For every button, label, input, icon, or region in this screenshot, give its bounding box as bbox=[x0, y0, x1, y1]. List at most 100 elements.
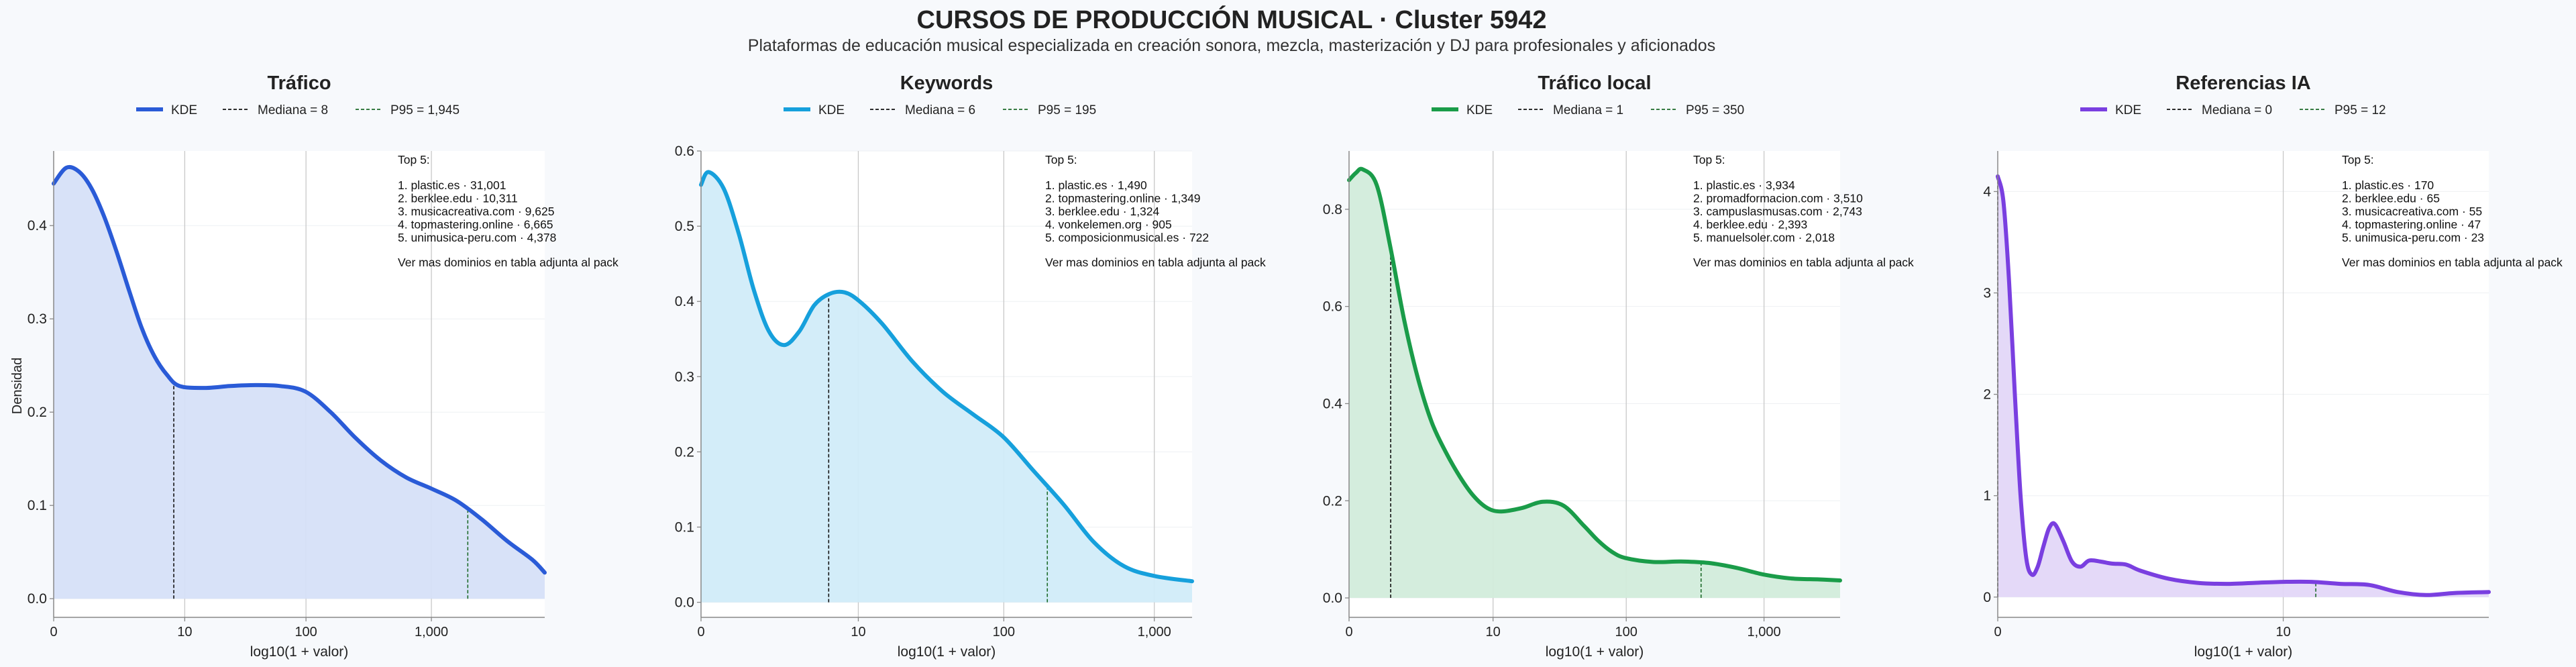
top5-item: 1. plastic.es · 3,934 bbox=[1693, 178, 1795, 192]
legend-median-label: Mediana = 8 bbox=[258, 103, 328, 117]
legend-p95-label: P95 = 1,945 bbox=[390, 103, 460, 117]
top5-item: 1. plastic.es · 170 bbox=[2342, 178, 2434, 192]
y-tick-label: 0.2 bbox=[675, 444, 694, 460]
x-tick-label: 1,000 bbox=[415, 625, 448, 639]
kde-line bbox=[1996, 174, 2491, 597]
x-axis-label: log10(1 + valor) bbox=[898, 644, 996, 660]
y-tick-label: 4 bbox=[1983, 184, 1991, 199]
x-tick-label: 10 bbox=[177, 625, 192, 639]
y-tick-label: 0.3 bbox=[675, 369, 694, 384]
top5-item: 3. musicacreativa.com · 55 bbox=[2342, 205, 2482, 218]
top5-item: 2. promadformacion.com · 3,510 bbox=[1693, 192, 1863, 205]
y-tick-label: 0.5 bbox=[675, 219, 694, 234]
top5-item: 3. campuslasmusas.com · 2,743 bbox=[1693, 205, 1862, 218]
top5-header: Top 5: bbox=[1045, 153, 1077, 166]
panel-title: Referencias IA bbox=[2176, 72, 2311, 94]
y-tick-label: 0.6 bbox=[1323, 299, 1342, 315]
top5-item: 4. berklee.edu · 2,393 bbox=[1693, 218, 1807, 232]
y-tick-label: 0.6 bbox=[675, 144, 694, 159]
top5-footer: Ver mas dominios en tabla adjunta al pac… bbox=[1045, 256, 1266, 269]
top5-item: 4. topmastering.online · 47 bbox=[2342, 218, 2481, 232]
figure-title: CURSOS DE PRODUCCIÓN MUSICAL · Cluster 5… bbox=[917, 5, 1547, 34]
y-tick-label: 2 bbox=[1983, 387, 1991, 403]
x-tick-label: 10 bbox=[1486, 625, 1501, 639]
x-tick-label: 100 bbox=[294, 625, 317, 639]
x-axis-label: log10(1 + valor) bbox=[2194, 644, 2293, 660]
top5-header: Top 5: bbox=[398, 153, 430, 166]
top5-item: 5. manuelsoler.com · 2,018 bbox=[1693, 231, 1835, 244]
legend: KDE Mediana = 0 P95 = 12 bbox=[2080, 103, 2386, 117]
top5-footer: Ver mas dominios en tabla adjunta al pac… bbox=[2342, 256, 2563, 269]
top5-item: 4. vonkelemen.org · 905 bbox=[1045, 218, 1172, 232]
y-tick-label: 1 bbox=[1983, 489, 1991, 504]
y-tick-label: 0.0 bbox=[1323, 591, 1342, 606]
legend-kde-label: KDE bbox=[1466, 103, 1493, 117]
y-tick-label: 0 bbox=[1983, 590, 1991, 605]
panel-title: Tráfico local bbox=[1538, 72, 1651, 94]
x-tick-label: 100 bbox=[993, 625, 1015, 639]
legend-kde-label: KDE bbox=[2115, 103, 2141, 117]
y-tick-label: 0.0 bbox=[675, 595, 694, 611]
y-tick-label: 0.2 bbox=[1323, 493, 1342, 509]
y-tick-label: 0.0 bbox=[28, 591, 47, 607]
top5-item: 4. topmastering.online · 6,665 bbox=[398, 218, 553, 232]
x-tick-label: 10 bbox=[851, 625, 865, 639]
chart-panel: 0 1 2 3 4 0 10 log10(1 + valor) Referencias IA KD… bbox=[1983, 72, 2563, 660]
top5-item: 5. composicionmusical.es · 722 bbox=[1045, 231, 1209, 244]
figure-subtitle: Plataformas de educación musical especia… bbox=[748, 36, 1715, 55]
x-tick-label: 0 bbox=[50, 625, 57, 639]
chart-panel: 0.0 0.2 0.4 0.6 0.8 0 10 100 1,000 log10(1 + valo… bbox=[1323, 72, 1914, 660]
legend-median-label: Mediana = 0 bbox=[2202, 103, 2272, 117]
top5-item: 5. unimusica-peru.com · 23 bbox=[2342, 231, 2484, 244]
kde-area bbox=[54, 166, 545, 599]
y-tick-label: 3 bbox=[1983, 286, 1991, 301]
chart-panel: 0.0 0.1 0.2 0.3 0.4 0 10 100 1,000 log10(1 + valo… bbox=[28, 72, 619, 660]
x-tick-label: 0 bbox=[697, 625, 704, 639]
legend-median-label: Mediana = 6 bbox=[905, 103, 975, 117]
x-tick-label: 0 bbox=[1994, 625, 2001, 639]
top5-item: 3. berklee.edu · 1,324 bbox=[1045, 205, 1160, 218]
panel-title: Tráfico bbox=[267, 72, 331, 94]
top5-item: 2. topmastering.online · 1,349 bbox=[1045, 192, 1201, 205]
y-axis-label: Densidad bbox=[10, 358, 25, 415]
kde-area bbox=[1998, 176, 2489, 597]
panel-title: Keywords bbox=[900, 72, 994, 94]
top5-item: 5. unimusica-peru.com · 4,378 bbox=[398, 231, 556, 244]
legend-p95-label: P95 = 195 bbox=[1038, 103, 1096, 117]
kde-line bbox=[1347, 166, 1842, 582]
top5-item: 1. plastic.es · 31,001 bbox=[398, 178, 506, 192]
legend-kde-label: KDE bbox=[818, 103, 845, 117]
x-tick-label: 0 bbox=[1345, 625, 1352, 639]
top5-footer: Ver mas dominios en tabla adjunta al pac… bbox=[398, 256, 619, 269]
y-tick-label: 0.4 bbox=[1323, 396, 1343, 411]
kde-line bbox=[52, 164, 547, 575]
y-tick-label: 0.8 bbox=[1323, 202, 1342, 217]
x-tick-label: 100 bbox=[1615, 625, 1638, 639]
y-tick-label: 0.3 bbox=[28, 311, 47, 327]
y-tick-label: 0.4 bbox=[28, 218, 48, 234]
y-tick-label: 0.2 bbox=[28, 405, 47, 420]
y-tick-label: 0.1 bbox=[675, 519, 694, 535]
y-tick-label: 0.1 bbox=[28, 498, 47, 513]
legend-p95-label: P95 = 12 bbox=[2334, 103, 2386, 117]
legend: KDE Mediana = 8 P95 = 1,945 bbox=[136, 103, 460, 117]
legend: KDE Mediana = 6 P95 = 195 bbox=[784, 103, 1096, 117]
x-tick-label: 1,000 bbox=[1138, 625, 1171, 639]
kde-area bbox=[701, 172, 1192, 603]
legend: KDE Mediana = 1 P95 = 350 bbox=[1432, 103, 1744, 117]
top5-item: 2. berklee.edu · 65 bbox=[2342, 192, 2440, 205]
top5-item: 2. berklee.edu · 10,311 bbox=[398, 192, 518, 205]
chart-panel: 0.0 0.1 0.2 0.3 0.4 0.5 0.6 0 10 100 1,000 log10(1 … bbox=[675, 72, 1266, 660]
top5-item: 3. musicacreativa.com · 9,625 bbox=[398, 205, 554, 218]
kde-line bbox=[699, 170, 1194, 584]
top5-footer: Ver mas dominios en tabla adjunta al pac… bbox=[1693, 256, 1914, 269]
x-axis-label: log10(1 + valor) bbox=[1546, 644, 1644, 660]
top5-header: Top 5: bbox=[1693, 153, 1725, 166]
plot-area bbox=[1998, 151, 2489, 617]
y-tick-label: 0.4 bbox=[675, 294, 695, 309]
